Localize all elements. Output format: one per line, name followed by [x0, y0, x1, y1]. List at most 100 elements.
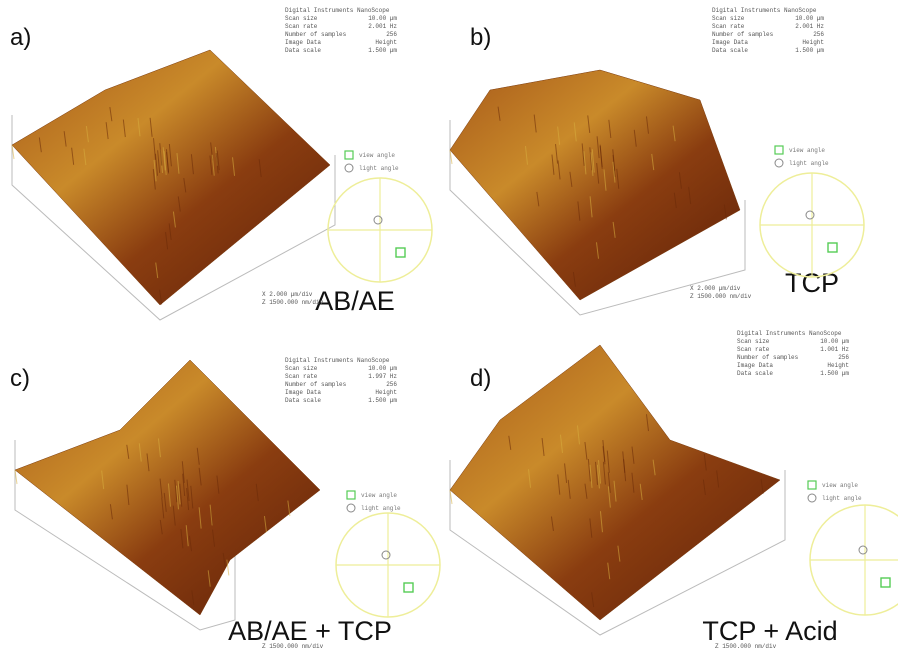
surface-ridge	[209, 155, 213, 175]
surface-ridge	[702, 479, 706, 496]
surface-ridge	[167, 483, 171, 507]
axis-frame	[449, 120, 746, 316]
axis-frame	[11, 115, 336, 321]
view-angle-icon	[774, 145, 784, 155]
surface-ridge	[651, 153, 655, 171]
surface-ridge	[703, 453, 707, 471]
surface-ridge	[602, 461, 606, 485]
surface-ridge	[226, 559, 230, 576]
surface-ridge	[567, 479, 571, 499]
surface-ridge	[584, 442, 588, 460]
surface-ridge	[182, 473, 186, 497]
info-value: 1.500 µm	[820, 370, 849, 377]
surface-ridge	[613, 480, 617, 502]
surface-ridge	[589, 196, 593, 218]
surface-ridge	[622, 451, 626, 473]
surface-ridge	[122, 119, 126, 138]
surface-ridge	[14, 469, 18, 485]
surface-ridge	[159, 519, 163, 535]
surface-ridge	[165, 231, 169, 250]
surface-ridge	[598, 460, 602, 484]
surface-ridge	[564, 463, 568, 484]
afm-surface	[449, 344, 781, 621]
surface-ridge	[577, 201, 581, 221]
info-key: Scan size	[285, 15, 318, 22]
info-key: Number of samples	[285, 31, 347, 38]
info-title: Digital Instruments NanoScope	[712, 7, 817, 14]
surface-ridge	[175, 485, 179, 510]
axis-note: Z 1500.000 nm/div	[690, 293, 752, 300]
info-value: 10.00 µm	[368, 15, 397, 22]
surface-ridge	[176, 152, 180, 174]
surface-ridge	[595, 461, 599, 485]
surface-ridge	[172, 505, 176, 526]
surface-ridge	[177, 480, 181, 505]
info-key: Scan size	[285, 365, 318, 372]
surface-ridge	[583, 151, 587, 175]
surface-ridge	[105, 122, 109, 140]
info-value: 10.00 µm	[368, 365, 397, 372]
surface-ridge	[672, 125, 676, 142]
legend-label: view angle	[361, 492, 397, 499]
info-value: 1.500 µm	[795, 47, 824, 54]
surface-ridge	[222, 552, 226, 568]
legend-label: view angle	[822, 482, 858, 489]
surface-ridge	[591, 592, 595, 608]
surface-ridge	[255, 483, 259, 502]
surface-ridge	[232, 157, 236, 176]
axis-note: X 2.000 µm/div	[690, 285, 741, 292]
info-key: Data scale	[285, 397, 321, 404]
surface-ridge	[163, 151, 167, 175]
surface-ridge	[179, 483, 183, 507]
view-angle-icon	[344, 150, 354, 160]
surface-ridge	[557, 126, 561, 145]
surface-ridge	[181, 461, 185, 483]
axis-frame	[14, 440, 236, 631]
info-key: Scan rate	[285, 23, 318, 30]
surface-ridge	[159, 289, 163, 305]
surface-ridge	[138, 443, 142, 462]
surface-ridge	[607, 486, 611, 508]
surface-ridge	[590, 152, 594, 176]
surface-ridge	[287, 500, 291, 517]
surface-ridge	[607, 562, 611, 580]
surface-ridge	[596, 136, 600, 159]
info-key: Number of samples	[285, 381, 347, 388]
panel-caption: AB/AE + TCP	[228, 616, 392, 646]
surface-ridge	[449, 149, 453, 165]
surface-ridge	[85, 125, 89, 143]
panel-label: d)	[470, 365, 491, 392]
panel-label: a)	[10, 24, 31, 51]
surface-ridge	[572, 271, 576, 287]
surface-ridge	[155, 262, 159, 279]
surface-ridge	[631, 472, 635, 493]
surface-ridge	[212, 529, 216, 547]
surface-ridge	[606, 450, 610, 473]
info-value: 1.997 Hz	[368, 373, 397, 380]
surface-ridge	[153, 159, 157, 182]
surface-ridge	[152, 168, 156, 190]
info-key: Number of samples	[712, 31, 774, 38]
info-key: Scan rate	[712, 23, 745, 30]
info-key: Scan size	[712, 15, 745, 22]
legend-label: view angle	[359, 152, 395, 159]
light-angle-marker	[858, 545, 868, 555]
surface-ridge	[109, 107, 113, 122]
surface-ridge	[652, 459, 656, 476]
surface-ridge	[166, 152, 170, 174]
light-angle-marker	[381, 550, 391, 560]
surface-ridge	[612, 221, 616, 238]
afm-surface	[449, 69, 741, 301]
light-angle-icon	[346, 503, 356, 513]
light-angle-icon	[807, 493, 817, 503]
surface-ridge	[723, 204, 727, 220]
surface-ridge	[177, 196, 181, 212]
afm-panel: d) TCP + Acid Digital Instruments NanoScop…	[449, 330, 898, 650]
surface-ridge	[216, 150, 220, 171]
surface-ridge	[599, 511, 603, 533]
info-value: 256	[838, 354, 849, 361]
surface-ridge	[186, 488, 190, 511]
surface-ridge	[190, 485, 194, 509]
